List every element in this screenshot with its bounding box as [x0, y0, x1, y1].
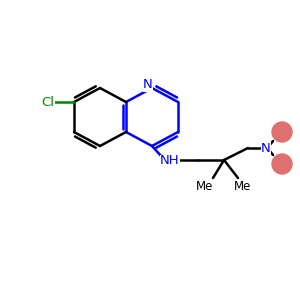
Text: N: N [261, 142, 271, 154]
Circle shape [272, 122, 292, 142]
Text: NH: NH [160, 154, 180, 167]
Text: m: m [278, 128, 286, 136]
Text: m: m [278, 160, 286, 169]
Text: Me: Me [234, 179, 252, 193]
Text: Cl: Cl [41, 95, 55, 109]
Text: N: N [143, 79, 153, 92]
Text: Me: Me [196, 179, 214, 193]
Circle shape [272, 154, 292, 174]
